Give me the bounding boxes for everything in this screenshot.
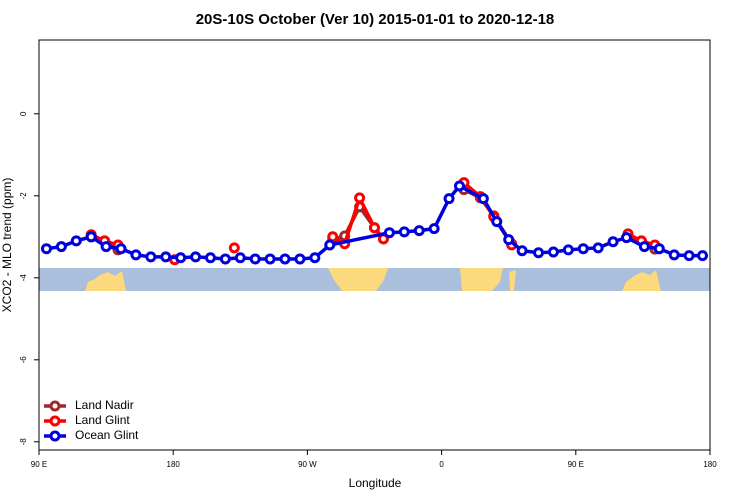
- data-point: [383, 227, 395, 239]
- data-point: [309, 252, 321, 264]
- data-point: [443, 193, 455, 205]
- data-point: [228, 242, 240, 254]
- y-tick-label: 0: [19, 111, 28, 116]
- legend-label: Land Nadir: [75, 398, 134, 412]
- data-point: [115, 243, 127, 255]
- data-point: [620, 232, 632, 244]
- data-point: [516, 245, 528, 257]
- chart-title: 20S-10S October (Ver 10) 2015-01-01 to 2…: [196, 11, 555, 28]
- land-shape: [622, 270, 661, 291]
- data-point: [190, 251, 202, 263]
- series: [40, 180, 709, 265]
- y-tick-label: -2: [19, 192, 28, 200]
- data-point: [264, 253, 276, 265]
- data-point: [294, 253, 306, 265]
- data-point: [369, 222, 380, 234]
- data-point: [249, 253, 261, 265]
- data-point: [683, 250, 695, 262]
- data-point: [453, 180, 465, 192]
- data-point: [234, 252, 246, 264]
- y-tick-label: -6: [19, 356, 28, 364]
- data-point: [477, 193, 489, 205]
- data-point: [562, 244, 574, 256]
- data-point: [279, 253, 291, 265]
- x-axis-label: Longitude: [349, 476, 402, 490]
- x-tick-label: 90 E: [568, 460, 584, 469]
- x-tick-label: 180: [167, 460, 181, 469]
- data-point: [130, 249, 142, 261]
- data-point: [55, 241, 67, 253]
- x-tick-label: 0: [439, 460, 444, 469]
- data-point: [354, 192, 366, 204]
- data-point: [413, 225, 425, 237]
- y-tick-label: -8: [19, 438, 28, 446]
- data-point: [40, 243, 52, 255]
- land-ocean-band: [39, 268, 710, 291]
- data-point: [607, 236, 619, 248]
- data-point: [398, 226, 410, 238]
- legend-marker: [49, 400, 61, 412]
- land-shape: [509, 270, 516, 291]
- land-shape: [460, 268, 503, 291]
- data-point: [219, 253, 231, 265]
- data-point: [577, 243, 589, 255]
- data-point: [592, 242, 604, 254]
- x-tick-label: 90 W: [298, 460, 317, 469]
- data-point: [175, 252, 187, 264]
- legend-label: Ocean Glint: [75, 428, 139, 442]
- data-point: [638, 241, 650, 253]
- legend-marker: [49, 430, 61, 442]
- data-point: [145, 251, 157, 263]
- data-point: [100, 241, 112, 253]
- x-tick-label: 90 E: [31, 460, 47, 469]
- y-axis-label: XCO2 - MLO trend (ppm): [0, 178, 14, 313]
- data-point: [85, 231, 97, 243]
- legend-label: Land Glint: [75, 413, 130, 427]
- data-point: [160, 251, 172, 263]
- data-point: [668, 249, 680, 261]
- series: [85, 184, 661, 256]
- data-point: [533, 247, 545, 259]
- data-point: [324, 239, 336, 251]
- land-shape: [85, 271, 126, 291]
- data-point: [653, 243, 665, 255]
- legend-marker: [49, 415, 61, 427]
- data-point: [547, 246, 559, 258]
- x-tick-label: 180: [703, 460, 717, 469]
- data-point: [70, 235, 82, 247]
- data-point: [204, 252, 216, 264]
- land-shape: [328, 268, 388, 291]
- data-point: [491, 216, 503, 228]
- y-tick-label: -4: [19, 274, 28, 282]
- data-point: [503, 234, 515, 246]
- data-point: [697, 250, 709, 262]
- plot-frame: [38, 39, 711, 451]
- data-point: [428, 223, 440, 235]
